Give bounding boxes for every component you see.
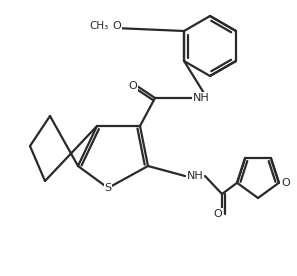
Text: O: O (282, 178, 290, 188)
Text: NH: NH (187, 171, 203, 181)
Text: O: O (129, 81, 138, 91)
Text: NH: NH (193, 93, 209, 103)
Text: O: O (113, 21, 121, 31)
Text: S: S (105, 183, 112, 193)
Text: O: O (214, 209, 222, 219)
Text: CH₃: CH₃ (89, 21, 109, 31)
